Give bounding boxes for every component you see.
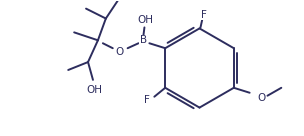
Text: OH: OH xyxy=(137,16,154,25)
Text: OH: OH xyxy=(86,85,102,95)
Text: F: F xyxy=(144,95,150,105)
Text: O: O xyxy=(116,47,124,57)
Text: O: O xyxy=(257,93,266,103)
Text: F: F xyxy=(201,10,206,20)
Text: B: B xyxy=(140,35,147,45)
